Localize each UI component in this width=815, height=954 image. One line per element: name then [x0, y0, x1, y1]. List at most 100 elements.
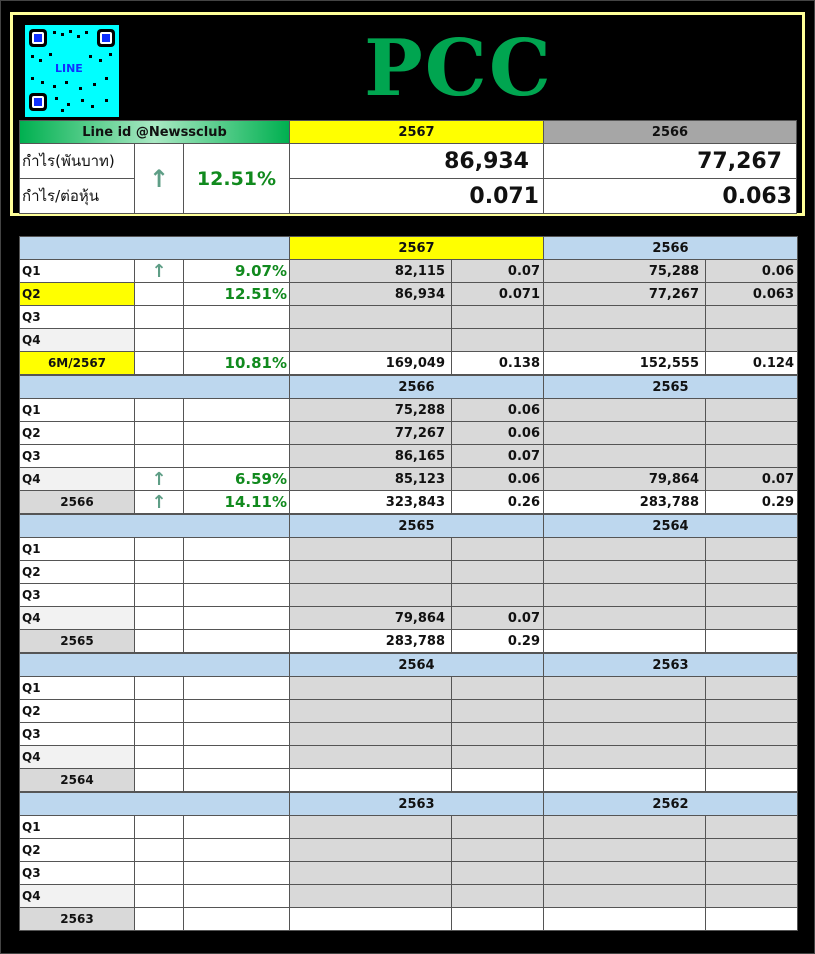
- eps-a: 0.29: [451, 629, 544, 653]
- profit-b: [543, 768, 706, 792]
- profit-a: 323,843: [289, 490, 452, 514]
- row-label: Q4: [19, 606, 135, 630]
- row-label: Q4: [19, 328, 135, 352]
- profit-b: 79,864: [543, 467, 706, 491]
- eps-a: [451, 699, 544, 723]
- change-percent: [183, 699, 290, 723]
- up-arrow-icon: [134, 560, 184, 584]
- up-arrow-icon: ↑: [134, 467, 184, 491]
- up-arrow-icon: [134, 676, 184, 700]
- eps-a: [451, 560, 544, 584]
- eps-b: 0.063: [705, 282, 798, 306]
- profit-b: 77,267: [543, 282, 706, 306]
- eps-a: [451, 907, 544, 931]
- eps-a: [451, 537, 544, 561]
- profit-a: 85,123: [289, 467, 452, 491]
- block-header-blank: [19, 375, 290, 399]
- profit-b: [543, 884, 706, 908]
- eps-b: 0.07: [705, 467, 798, 491]
- eps-a: [451, 745, 544, 769]
- profit-b: [543, 629, 706, 653]
- profit-a: [289, 699, 452, 723]
- profit-a: 75,288: [289, 398, 452, 422]
- change-percent: [183, 907, 290, 931]
- profit-b: [543, 815, 706, 839]
- up-arrow-icon: [134, 629, 184, 653]
- up-arrow-icon: [134, 398, 184, 422]
- eps-a: 0.06: [451, 421, 544, 445]
- up-arrow-icon: [134, 815, 184, 839]
- year-header-b: 2565: [543, 375, 798, 399]
- eps-a: [451, 861, 544, 885]
- up-arrow-icon: [134, 606, 184, 630]
- up-arrow-icon: [134, 722, 184, 746]
- profit-label: กำไร(พันบาท): [19, 143, 135, 179]
- eps-b: [705, 328, 798, 352]
- profit-a: 77,267: [289, 421, 452, 445]
- ticker-title: PCC: [364, 23, 553, 114]
- eps-b: [705, 815, 798, 839]
- qr-code-icon: [29, 29, 115, 112]
- profit-b: [543, 745, 706, 769]
- up-arrow-icon: [134, 768, 184, 792]
- eps-a: 0.06: [451, 467, 544, 491]
- year-header-a: 2563: [289, 792, 544, 816]
- profit-a: [289, 722, 452, 746]
- profit-b: [543, 583, 706, 607]
- eps-b: [705, 444, 798, 468]
- up-arrow-icon: ↑: [134, 259, 184, 283]
- eps-label: กำไร/ต่อหุ้น: [19, 178, 135, 214]
- profit-a: [289, 745, 452, 769]
- change-percent: 9.07%: [183, 259, 290, 283]
- summary-year-prev: 2566: [543, 120, 797, 144]
- row-label: 2563: [19, 907, 135, 931]
- eps-a: 0.071: [451, 282, 544, 306]
- change-percent: [183, 305, 290, 329]
- change-percent: 6.59%: [183, 467, 290, 491]
- row-label: Q2: [19, 560, 135, 584]
- profit-b: [543, 421, 706, 445]
- eps-b: [705, 560, 798, 584]
- change-percent: [183, 421, 290, 445]
- year-header-b: 2566: [543, 236, 798, 260]
- change-percent: [183, 838, 290, 862]
- row-label: 2564: [19, 768, 135, 792]
- profit-b: [543, 907, 706, 931]
- eps-a: 0.26: [451, 490, 544, 514]
- up-arrow-icon: [134, 351, 184, 375]
- change-percent: [183, 815, 290, 839]
- change-percent: [183, 606, 290, 630]
- summary-change: 12.51%: [183, 143, 290, 214]
- change-percent: [183, 884, 290, 908]
- line-id-banner: Line id @Newssclub: [19, 120, 290, 144]
- eps-a: [451, 815, 544, 839]
- eps-a: 0.07: [451, 259, 544, 283]
- eps-a: [451, 838, 544, 862]
- profit-a: 283,788: [289, 629, 452, 653]
- change-percent: [183, 768, 290, 792]
- profit-b: [543, 606, 706, 630]
- row-label: Q4: [19, 745, 135, 769]
- block-header-blank: [19, 514, 290, 538]
- profit-b: [543, 444, 706, 468]
- up-arrow-icon: [134, 282, 184, 306]
- year-header-b: 2563: [543, 653, 798, 677]
- change-percent: 10.81%: [183, 351, 290, 375]
- profit-b: [543, 328, 706, 352]
- year-header-a: 2565: [289, 514, 544, 538]
- row-label: 6M/2567: [19, 351, 135, 375]
- profit-b: 152,555: [543, 351, 706, 375]
- row-label: Q1: [19, 676, 135, 700]
- change-percent: [183, 537, 290, 561]
- row-label: Q2: [19, 699, 135, 723]
- change-percent: 14.11%: [183, 490, 290, 514]
- profit-a: [289, 907, 452, 931]
- up-arrow-icon: [134, 699, 184, 723]
- summary-year-current: 2567: [289, 120, 544, 144]
- profit-a: [289, 676, 452, 700]
- eps-b: [705, 583, 798, 607]
- profit-a: [289, 861, 452, 885]
- profit-current: 86,934: [289, 143, 544, 179]
- up-arrow-icon: [134, 421, 184, 445]
- up-arrow-icon: [134, 745, 184, 769]
